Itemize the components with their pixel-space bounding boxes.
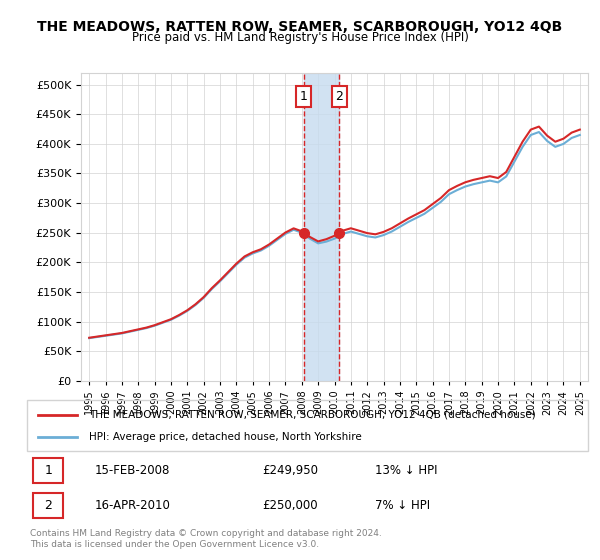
FancyBboxPatch shape	[32, 493, 64, 518]
Text: £249,950: £249,950	[263, 464, 319, 477]
Text: 13% ↓ HPI: 13% ↓ HPI	[375, 464, 437, 477]
Bar	[304, 73, 339, 381]
Text: THE MEADOWS, RATTEN ROW, SEAMER, SCARBOROUGH, YO12 4QB: THE MEADOWS, RATTEN ROW, SEAMER, SCARBOR…	[37, 20, 563, 34]
Text: HPI: Average price, detached house, North Yorkshire: HPI: Average price, detached house, Nort…	[89, 432, 361, 442]
Text: 16-APR-2010: 16-APR-2010	[94, 499, 170, 512]
Text: THE MEADOWS, RATTEN ROW, SEAMER, SCARBOROUGH, YO12 4QB (detached house): THE MEADOWS, RATTEN ROW, SEAMER, SCARBOR…	[89, 409, 535, 419]
Text: Price paid vs. HM Land Registry's House Price Index (HPI): Price paid vs. HM Land Registry's House …	[131, 31, 469, 44]
Text: 1: 1	[44, 464, 52, 477]
Text: 1: 1	[300, 90, 308, 103]
FancyBboxPatch shape	[32, 458, 64, 483]
Text: 15-FEB-2008: 15-FEB-2008	[94, 464, 170, 477]
Text: 7% ↓ HPI: 7% ↓ HPI	[375, 499, 430, 512]
Text: £250,000: £250,000	[263, 499, 318, 512]
Text: 2: 2	[335, 90, 343, 103]
Text: Contains HM Land Registry data © Crown copyright and database right 2024.
This d: Contains HM Land Registry data © Crown c…	[30, 529, 382, 549]
Text: 2: 2	[44, 499, 52, 512]
